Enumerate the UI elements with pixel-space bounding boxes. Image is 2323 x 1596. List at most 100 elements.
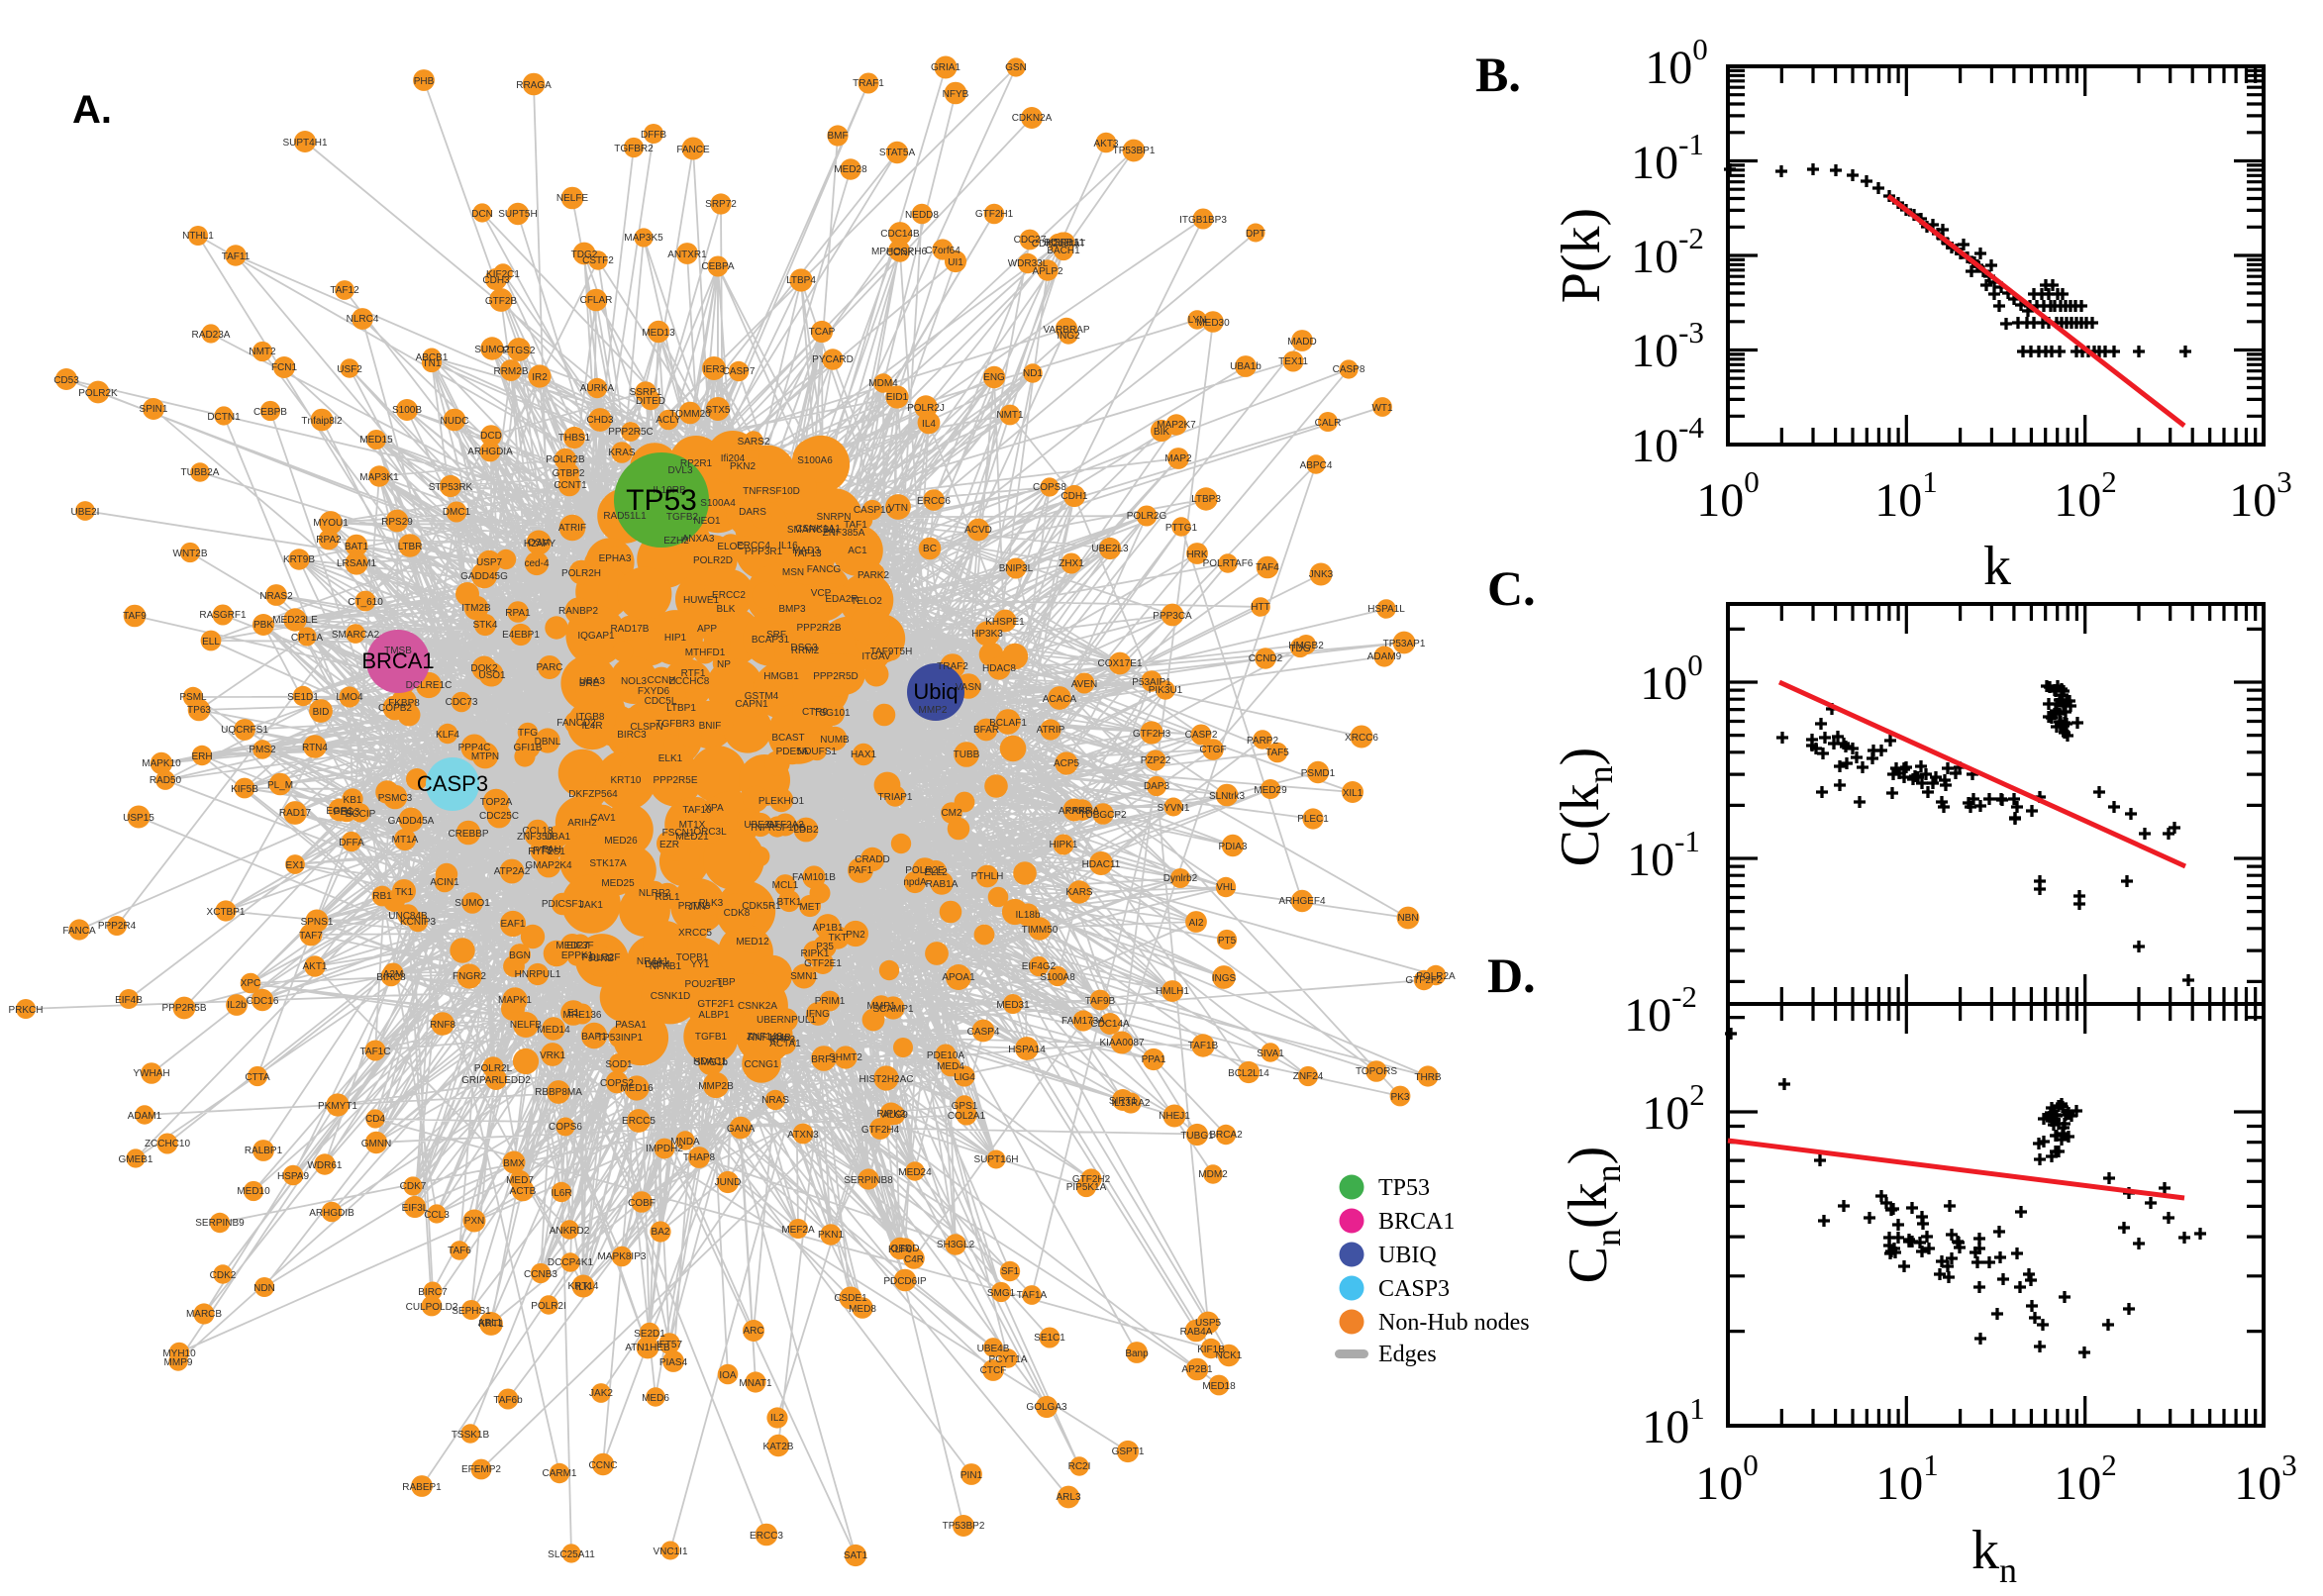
svg-text:ARC: ARC — [743, 1326, 763, 1337]
svg-text:BCAST: BCAST — [771, 733, 804, 744]
svg-text:ENG: ENG — [983, 372, 1005, 383]
svg-text:PTHLH: PTHLH — [971, 871, 1004, 882]
svg-text:RAD17B: RAD17B — [611, 624, 650, 635]
svg-text:PDE5A: PDE5A — [776, 747, 809, 757]
svg-text:MNDA: MNDA — [670, 1137, 700, 1147]
svg-text:IMPDH2: IMPDH2 — [646, 1144, 683, 1154]
svg-text:NLRP2: NLRP2 — [639, 888, 671, 899]
svg-text:UBE4B: UBE4B — [977, 1344, 1010, 1354]
svg-text:IL6R: IL6R — [551, 1188, 571, 1199]
svg-text:EZR: EZR — [659, 840, 679, 850]
svg-text:OSM: OSM — [528, 538, 551, 549]
svg-text:CD53: CD53 — [53, 375, 79, 386]
svg-text:MARCB: MARCB — [186, 1309, 222, 1320]
svg-text:IR2: IR2 — [532, 372, 548, 383]
svg-text:ACTA1: ACTA1 — [769, 1039, 801, 1049]
svg-text:BID: BID — [313, 707, 330, 718]
svg-text:TP63: TP63 — [187, 705, 211, 716]
svg-text:TSSK1B: TSSK1B — [452, 1430, 490, 1441]
svg-text:UBA3: UBA3 — [579, 676, 606, 687]
svg-text:TCAP: TCAP — [809, 327, 836, 338]
svg-text:E4EBP1: E4EBP1 — [502, 630, 540, 641]
svg-text:RPS29: RPS29 — [381, 517, 413, 528]
svg-text:GTF2F2: GTF2F2 — [1405, 975, 1443, 986]
svg-text:TP53BP1: TP53BP1 — [1113, 146, 1156, 156]
svg-text:RANBP2: RANBP2 — [558, 606, 598, 617]
svg-text:CAV1: CAV1 — [590, 813, 616, 824]
svg-text:CAPN1: CAPN1 — [735, 699, 768, 710]
svg-text:GSPT1: GSPT1 — [1112, 1446, 1145, 1457]
svg-text:KRT14: KRT14 — [568, 1281, 599, 1292]
svg-text:ATRIP: ATRIP — [1037, 725, 1065, 736]
svg-text:APP: APP — [697, 624, 717, 635]
svg-text:PARK2: PARK2 — [858, 570, 889, 581]
svg-text:PLEKHO1: PLEKHO1 — [758, 796, 805, 807]
svg-text:CCNG1: CCNG1 — [744, 1059, 778, 1070]
svg-text:TAF11: TAF11 — [222, 251, 251, 262]
svg-text:H2AFY: H2AFY — [524, 539, 556, 549]
svg-text:CASP2: CASP2 — [1185, 730, 1218, 741]
svg-text:STAT5A: STAT5A — [879, 148, 916, 158]
svg-text:Dynlrb2: Dynlrb2 — [1163, 873, 1198, 884]
svg-text:TGFB2: TGFB2 — [666, 512, 699, 523]
svg-text:CTR9: CTR9 — [802, 707, 829, 718]
svg-text:XPC: XPC — [241, 978, 261, 989]
svg-text:RAD23A: RAD23A — [192, 330, 231, 341]
svg-text:KIAA0087: KIAA0087 — [1099, 1038, 1144, 1048]
svg-text:Banp: Banp — [1125, 1348, 1149, 1359]
svg-text:APLP2: APLP2 — [1032, 266, 1063, 277]
svg-text:POLR2F: POLR2F — [582, 952, 621, 963]
svg-text:PZP22: PZP22 — [1141, 755, 1171, 766]
svg-text:EZH2: EZH2 — [663, 536, 689, 547]
svg-text:JNK3: JNK3 — [1309, 569, 1334, 580]
svg-text:TRIAP1: TRIAP1 — [877, 792, 912, 803]
svg-text:CCND2: CCND2 — [1249, 653, 1283, 664]
svg-text:TP53INP1: TP53INP1 — [597, 1033, 644, 1044]
svg-text:ABPC4: ABPC4 — [1300, 460, 1333, 471]
svg-text:TOP2A: TOP2A — [480, 797, 513, 808]
svg-text:NEDD8: NEDD8 — [905, 210, 939, 221]
svg-text:S100B: S100B — [392, 405, 422, 416]
svg-text:HIPK1: HIPK1 — [1050, 840, 1078, 850]
svg-text:P(k): P(k) — [1551, 208, 1612, 303]
svg-text:ARL3: ARL3 — [1056, 1492, 1080, 1503]
svg-text:RRM2B: RRM2B — [493, 366, 528, 377]
svg-text:THBS1: THBS1 — [558, 433, 591, 444]
svg-text:POLR2E: POLR2E — [905, 865, 945, 876]
svg-text:LMO4: LMO4 — [336, 692, 363, 703]
svg-text:TAF9B: TAF9B — [1085, 996, 1116, 1007]
svg-text:USP15: USP15 — [123, 813, 154, 824]
svg-text:JUNB: JUNB — [588, 953, 614, 964]
svg-text:EID1: EID1 — [886, 392, 909, 403]
svg-text:SUPT16H: SUPT16H — [973, 1154, 1018, 1165]
svg-text:LDB2: LDB2 — [793, 825, 818, 836]
svg-text:VRK1: VRK1 — [540, 1050, 566, 1061]
svg-text:PL_M: PL_M — [267, 780, 293, 791]
svg-text:FSCN1: FSCN1 — [662, 828, 695, 839]
svg-text:SOD1: SOD1 — [605, 1059, 633, 1070]
svg-text:ALBP1: ALBP1 — [698, 1010, 730, 1021]
svg-text:CDK2deltaT: CDK2deltaT — [1032, 239, 1085, 249]
svg-text:CDK2: CDK2 — [210, 1270, 237, 1281]
svg-text:NBN: NBN — [1397, 913, 1418, 924]
svg-text:RRM2: RRM2 — [791, 646, 820, 656]
svg-text:KIF2C1: KIF2C1 — [486, 269, 520, 280]
svg-text:CASP3: CASP3 — [417, 771, 488, 796]
svg-text:CDK7: CDK7 — [400, 1181, 427, 1192]
svg-text:RALBP1: RALBP1 — [245, 1146, 283, 1156]
svg-text:MAP3K5: MAP3K5 — [624, 233, 663, 244]
svg-text:PKMYT1: PKMYT1 — [318, 1101, 357, 1112]
svg-text:GTF2H3: GTF2H3 — [1133, 729, 1171, 740]
svg-text:MED28: MED28 — [834, 164, 867, 175]
svg-text:TUBB: TUBB — [954, 749, 980, 760]
svg-text:SERPINB9: SERPINB9 — [195, 1218, 245, 1229]
svg-text:HDAC8: HDAC8 — [982, 663, 1016, 674]
svg-text:GADD45G: GADD45G — [460, 571, 508, 582]
svg-text:HMGB1: HMGB1 — [763, 671, 799, 682]
svg-text:SRP72: SRP72 — [705, 199, 737, 210]
svg-text:PXN: PXN — [464, 1216, 485, 1227]
svg-text:ACTB: ACTB — [510, 1186, 537, 1197]
svg-text:PT5: PT5 — [1218, 936, 1237, 947]
svg-text:PTGS2: PTGS2 — [503, 346, 536, 356]
svg-text:COL2A1: COL2A1 — [948, 1111, 986, 1122]
